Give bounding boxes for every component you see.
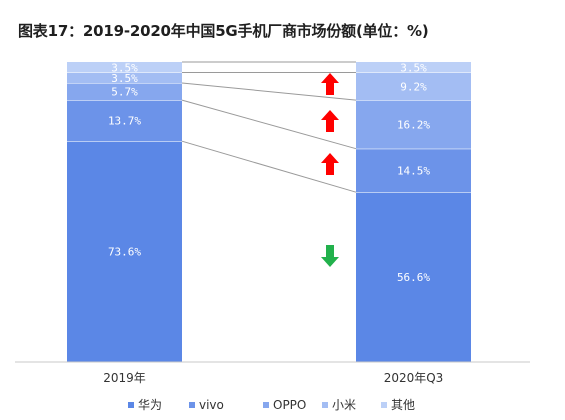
legend-swatch-cat bbox=[128, 402, 134, 408]
trend-arrow-up-icon bbox=[321, 73, 339, 95]
legend: 华为 vivo OPPO 小米 其他 bbox=[128, 398, 415, 412]
data-label-vivo-1: 14.5% bbox=[397, 164, 430, 177]
data-label-cat-1: 56.6% bbox=[397, 271, 430, 284]
legend-label-cat: 华为 bbox=[138, 398, 162, 412]
trend-arrow-down-icon bbox=[321, 245, 339, 267]
bar-segment-cat-0 bbox=[67, 62, 182, 73]
category-label-0: 2019年 bbox=[103, 371, 146, 385]
data-label-cat-1: 9.2% bbox=[400, 80, 427, 93]
chart-title: 图表17：2019-2020年中国5G手机厂商市场份额(单位：%) bbox=[18, 22, 429, 40]
trend-arrow-up-icon bbox=[321, 153, 339, 175]
legend-swatch-oppo bbox=[263, 402, 269, 408]
bar-segment-cat-1 bbox=[356, 62, 471, 73]
data-label-cat-1: 3.5% bbox=[400, 61, 427, 74]
trend-arrows bbox=[321, 73, 339, 267]
legend-label-cat: 其他 bbox=[391, 398, 415, 412]
connector-line bbox=[181, 99, 357, 150]
bars-layer bbox=[67, 62, 471, 362]
data-label-oppo-0: 5.7% bbox=[111, 86, 138, 99]
bar-segment-cat-1 bbox=[356, 192, 471, 362]
connector-lines bbox=[181, 61, 357, 193]
legend-label-oppo: OPPO bbox=[273, 398, 306, 412]
legend-swatch-cat bbox=[322, 402, 328, 408]
trend-arrow-up-icon bbox=[321, 110, 339, 132]
bar-segment-oppo-1 bbox=[356, 100, 471, 149]
legend-swatch-vivo bbox=[189, 402, 195, 408]
data-label-cat-0: 3.5% bbox=[111, 61, 138, 74]
bar-segment-cat-0 bbox=[67, 141, 182, 362]
data-label-cat-0: 3.5% bbox=[111, 72, 138, 85]
connector-line bbox=[181, 140, 357, 193]
bar-segment-vivo-1 bbox=[356, 148, 471, 193]
legend-label-vivo: vivo bbox=[199, 398, 224, 412]
category-label-1: 2020年Q3 bbox=[384, 371, 444, 385]
legend-label-cat: 小米 bbox=[332, 398, 356, 412]
bar-segment-cat-1 bbox=[356, 72, 471, 101]
connector-line bbox=[181, 82, 357, 101]
bar-segment-cat-0 bbox=[67, 72, 182, 83]
data-label-cat-0: 73.6% bbox=[108, 246, 141, 259]
bar-segment-oppo-0 bbox=[67, 83, 182, 101]
legend-swatch-cat bbox=[381, 402, 387, 408]
data-label-vivo-0: 13.7% bbox=[108, 115, 141, 128]
category-labels: 2019年 2020年Q3 bbox=[103, 371, 443, 385]
segment-labels: 73.6%13.7%5.7%3.5%3.5%56.6%14.5%16.2%9.2… bbox=[108, 61, 430, 284]
data-label-oppo-1: 16.2% bbox=[397, 118, 430, 131]
bar-segment-vivo-0 bbox=[67, 100, 182, 142]
